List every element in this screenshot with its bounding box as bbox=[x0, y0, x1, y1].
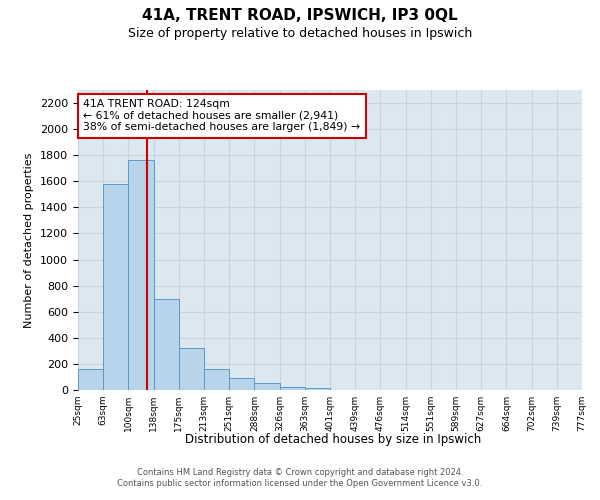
Bar bbox=[254, 384, 280, 390]
Bar bbox=[280, 386, 305, 390]
Bar bbox=[229, 378, 254, 390]
Bar bbox=[179, 348, 204, 390]
Text: 41A TRENT ROAD: 124sqm
← 61% of detached houses are smaller (2,941)
38% of semi-: 41A TRENT ROAD: 124sqm ← 61% of detached… bbox=[83, 99, 360, 132]
Text: Contains HM Land Registry data © Crown copyright and database right 2024.
Contai: Contains HM Land Registry data © Crown c… bbox=[118, 468, 482, 487]
Text: Size of property relative to detached houses in Ipswich: Size of property relative to detached ho… bbox=[128, 28, 472, 40]
Bar bbox=[128, 160, 154, 390]
Y-axis label: Number of detached properties: Number of detached properties bbox=[25, 152, 34, 328]
Text: 41A, TRENT ROAD, IPSWICH, IP3 0QL: 41A, TRENT ROAD, IPSWICH, IP3 0QL bbox=[142, 8, 458, 22]
Bar bbox=[154, 298, 179, 390]
Bar bbox=[204, 369, 229, 390]
Text: Distribution of detached houses by size in Ipswich: Distribution of detached houses by size … bbox=[185, 432, 481, 446]
Bar bbox=[103, 184, 128, 390]
Bar bbox=[305, 388, 330, 390]
Bar bbox=[78, 369, 103, 390]
